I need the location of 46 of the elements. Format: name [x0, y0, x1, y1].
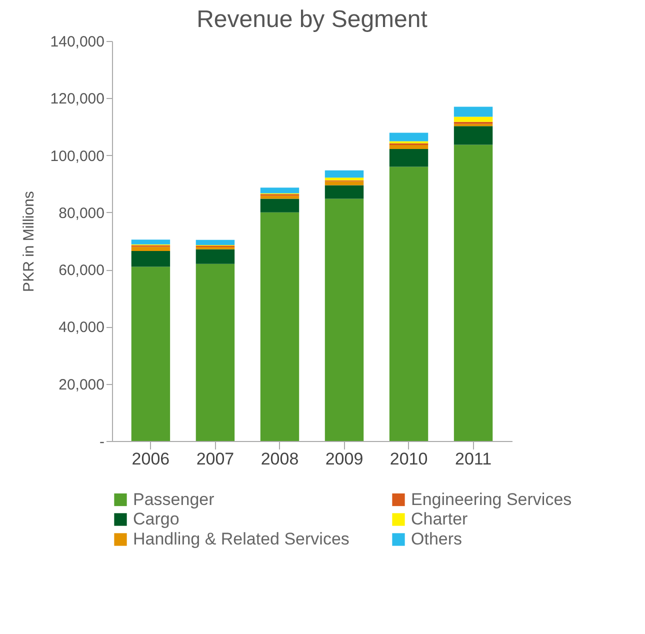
y-tick-label: 100,000	[50, 148, 104, 165]
x-tick-label: 2007	[196, 450, 234, 468]
bar	[454, 126, 493, 145]
legend-label: Engineering Services	[411, 490, 572, 509]
bar	[324, 170, 364, 178]
bar	[389, 149, 428, 167]
bar	[131, 266, 170, 441]
x-tick-label: 2010	[390, 450, 428, 468]
x-tick-label: 2011	[455, 450, 492, 468]
bar	[454, 144, 493, 441]
bar	[324, 185, 364, 199]
legend-label: Passenger	[133, 490, 215, 509]
legend-label: Handling & Related Services	[133, 530, 350, 548]
x-tick-label: 2008	[260, 450, 299, 468]
y-tick-label: 60,000	[58, 262, 104, 280]
bar	[454, 106, 493, 117]
bar	[131, 251, 170, 267]
bar	[260, 196, 300, 199]
bar	[196, 240, 235, 245]
bar	[324, 181, 364, 186]
legend-label: Cargo	[133, 510, 180, 528]
bar	[131, 240, 170, 244]
y-tick-label: 40,000	[58, 319, 104, 336]
bar	[389, 145, 428, 149]
bar	[324, 198, 364, 441]
y-tick-label: 80,000	[58, 204, 104, 222]
y-tick-label: 20,000	[58, 376, 104, 394]
bar	[196, 249, 235, 264]
bar	[324, 178, 364, 180]
bar	[260, 212, 300, 441]
chart-title: Revenue by Segment	[196, 6, 428, 33]
x-tick-label: 2009	[325, 450, 364, 468]
y-tick-label: 120,000	[50, 90, 104, 108]
y-tick-label: 140,000	[50, 34, 104, 50]
y-tick-label: -	[100, 434, 104, 450]
bar	[389, 132, 428, 142]
legend-label: Others	[411, 530, 462, 548]
bar	[131, 246, 170, 251]
y-axis-title: PKR in Millions	[20, 191, 38, 292]
x-tick-label: 2006	[132, 450, 170, 468]
bar	[389, 166, 428, 441]
bar	[260, 198, 300, 212]
bar	[454, 116, 493, 122]
bar	[196, 264, 235, 441]
bar	[260, 188, 300, 194]
legend-label: Charter	[411, 510, 468, 528]
